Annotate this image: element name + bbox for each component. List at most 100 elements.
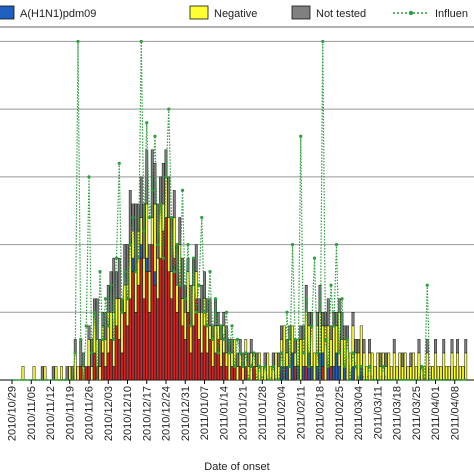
- bar-segment: [299, 339, 303, 381]
- bar-segment: [115, 325, 118, 381]
- bar-segment: [403, 352, 407, 381]
- bar-segment: [145, 271, 149, 381]
- bar-segment: [175, 312, 179, 381]
- line-point: [172, 270, 176, 274]
- bar-segment: [159, 257, 162, 381]
- bar-segment: [170, 271, 173, 299]
- bar-segment: [398, 352, 402, 381]
- line-point: [451, 379, 453, 381]
- bar-segment: [73, 352, 77, 381]
- line-point: [249, 364, 253, 369]
- bar-segment: [150, 149, 154, 218]
- bar-segment: [280, 366, 283, 381]
- line-point: [22, 379, 24, 381]
- bar-segment: [233, 366, 237, 381]
- bar-segment: [76, 366, 80, 381]
- line-point: [134, 270, 138, 274]
- bar-segment: [194, 271, 198, 299]
- bar-segment: [87, 325, 91, 340]
- line-point: [109, 283, 113, 287]
- bar-segment: [128, 298, 132, 381]
- bar-segment: [241, 366, 245, 381]
- bar-segment: [351, 312, 355, 327]
- bar-segment: [425, 352, 429, 381]
- line-point: [27, 379, 30, 381]
- bar-segment: [450, 339, 454, 354]
- line-point: [266, 379, 269, 381]
- bar-segment: [123, 244, 127, 286]
- bar-segment: [450, 352, 454, 381]
- bar-segment: [197, 312, 201, 340]
- line-point: [393, 379, 396, 381]
- line-point: [407, 379, 409, 381]
- line-point: [161, 256, 165, 260]
- legend-swatch: [189, 5, 209, 20]
- bar-segment: [456, 339, 459, 354]
- x-tick-label: 2011/01/14: [218, 386, 230, 440]
- line-point: [197, 283, 201, 287]
- line-point: [332, 324, 336, 328]
- bar-segment: [335, 312, 338, 327]
- bar-segment: [321, 312, 325, 327]
- bar-segment: [313, 352, 316, 381]
- x-tick-label: 2010/12/03: [103, 386, 115, 441]
- line-series: [12, 41, 466, 381]
- line-point: [340, 297, 344, 301]
- bar-segment: [200, 352, 204, 381]
- bar-segment: [98, 339, 102, 367]
- bar-segment: [142, 257, 146, 299]
- line-point: [71, 379, 74, 381]
- line-point: [79, 337, 83, 341]
- x-tick-label: 2010/12/17: [141, 386, 153, 441]
- bar-segment: [390, 366, 393, 381]
- line-point: [202, 310, 207, 314]
- line-point: [285, 310, 289, 314]
- bar-segment: [271, 352, 275, 367]
- line-point: [310, 324, 314, 328]
- bar-segment: [326, 366, 330, 381]
- line-point: [279, 351, 284, 355]
- bar-segment: [445, 366, 448, 381]
- line-point: [337, 351, 341, 355]
- bar-segment: [87, 339, 91, 367]
- line-point: [125, 297, 130, 301]
- legend-swatch: [291, 5, 311, 20]
- bar-segment: [183, 312, 187, 340]
- bar-segment: [337, 298, 341, 313]
- bar-segment: [442, 339, 446, 354]
- line-point: [359, 364, 363, 369]
- bar-segment: [304, 366, 308, 381]
- legend-marker: [408, 10, 414, 16]
- bar-segment: [249, 339, 253, 354]
- bar-segment: [145, 257, 149, 272]
- bar-segment: [321, 325, 325, 354]
- x-tick-label: 2010/11/12: [45, 386, 57, 440]
- line-point: [90, 351, 94, 355]
- line-point: [283, 379, 286, 381]
- line-point: [301, 351, 306, 355]
- bar-segment: [464, 352, 468, 381]
- line-point: [84, 324, 88, 328]
- bar-segment: [106, 352, 110, 381]
- line-point: [437, 379, 440, 381]
- line-point: [147, 215, 152, 220]
- legend-label: Negative: [214, 8, 257, 20]
- bar-segment: [335, 352, 338, 381]
- line-point: [178, 283, 182, 287]
- line-point: [46, 379, 49, 381]
- bar-segment: [302, 366, 305, 381]
- line-point: [418, 379, 420, 381]
- bar-segment: [153, 284, 157, 381]
- bar-segment: [84, 366, 88, 381]
- line-point: [128, 242, 132, 247]
- bar-segment: [214, 352, 217, 381]
- line-point: [167, 107, 171, 111]
- bar-segment: [183, 339, 187, 381]
- line-point: [247, 379, 250, 381]
- bar-segment: [277, 352, 281, 367]
- bar-segment: [324, 325, 327, 381]
- bar-segment: [181, 257, 184, 299]
- bar-segment: [225, 325, 228, 354]
- bar-segment: [442, 352, 446, 381]
- bar-segment: [109, 312, 113, 340]
